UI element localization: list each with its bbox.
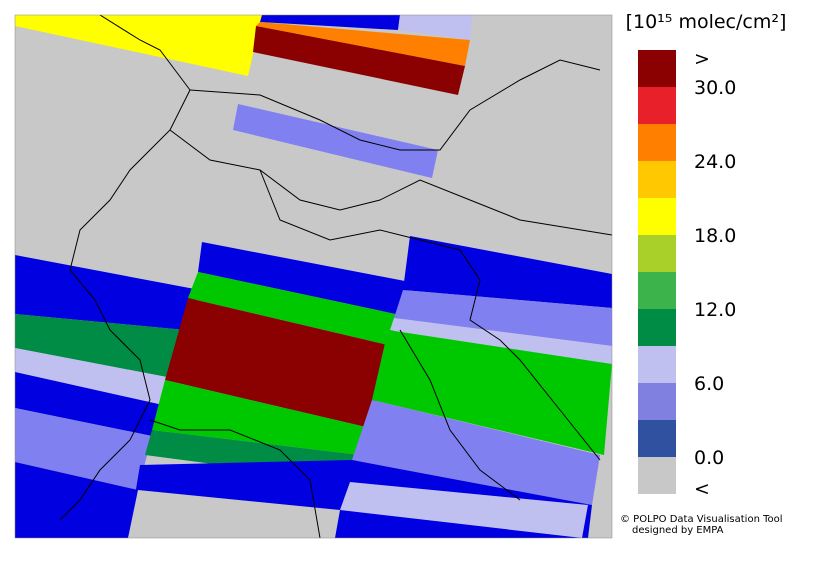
swath [15, 462, 138, 538]
swath [394, 290, 612, 346]
swath [233, 104, 438, 178]
legend-swatch [638, 50, 676, 87]
legend-label: 30.0 [694, 77, 736, 99]
swath [165, 298, 388, 428]
legend-label: 18.0 [694, 225, 736, 247]
swath [15, 372, 163, 436]
map-frame [14, 14, 613, 539]
legend-swatch [638, 457, 676, 494]
swath [188, 272, 400, 345]
border [399, 329, 521, 501]
swath [198, 242, 410, 315]
credit: © POLPO Data Visualisation Tool [620, 514, 783, 525]
border [169, 129, 612, 236]
swath [128, 490, 340, 538]
swath [398, 15, 472, 40]
swaths [15, 15, 612, 538]
credit: designed by EMPA [632, 525, 724, 536]
legend-swatch [638, 420, 676, 457]
legend-swatch [638, 272, 676, 309]
border [189, 59, 601, 151]
swath [352, 400, 600, 505]
legend-swatch [638, 87, 676, 124]
borders [59, 15, 612, 538]
swath [15, 15, 262, 76]
border [149, 419, 321, 538]
swath [372, 330, 612, 455]
legend-title: [10¹⁵ molec/cm²] [626, 11, 787, 33]
swath [152, 380, 370, 455]
swath [253, 26, 465, 95]
swath [403, 236, 612, 308]
swath [340, 482, 588, 538]
legend-swatch [638, 346, 676, 383]
swath [256, 22, 470, 66]
legend: >30.0 24.0 18.0 12.0 6.0 0.0 < [638, 48, 736, 500]
legend-swatch [638, 383, 676, 420]
legend-label: 6.0 [694, 373, 724, 395]
legend-swatch [638, 124, 676, 161]
legend-label: 24.0 [694, 151, 736, 173]
swath [15, 255, 200, 330]
legend-label: 12.0 [694, 299, 736, 321]
border [69, 15, 191, 331]
legend-label: > [694, 48, 710, 70]
swath [15, 408, 152, 490]
swath [260, 15, 400, 30]
legend-swatch [638, 235, 676, 272]
swath [15, 314, 185, 378]
border [259, 169, 601, 461]
legend-swatch [638, 161, 676, 198]
border [59, 329, 151, 521]
legend-label: 0.0 [694, 447, 724, 469]
swath [15, 348, 172, 405]
legend-swatch [638, 198, 676, 235]
legend-label: < [694, 478, 710, 500]
legend-swatch [638, 309, 676, 346]
